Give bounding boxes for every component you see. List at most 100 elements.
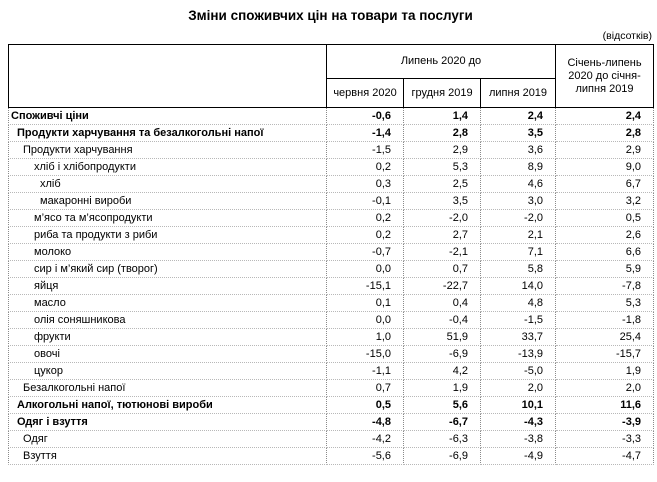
value-cell: 4,8 [479, 294, 557, 312]
value-cell: -7,8 [555, 277, 655, 295]
value-cell: -6,7 [403, 413, 481, 431]
last-column-header: Січень-липень 2020 до січня-липня 2019 [555, 44, 655, 108]
row-label: Алкогольні напої, тютюнові вироби [8, 396, 327, 414]
value-cell: -1,4 [326, 124, 404, 142]
value-cell: -22,7 [403, 277, 481, 295]
value-cell: 0,0 [326, 260, 404, 278]
row-label: овочі [8, 345, 327, 363]
value-cell: 0,5 [555, 209, 655, 227]
value-cell: 1,0 [326, 328, 404, 346]
table-row: сир і м’який сир (творог) 0,0 0,7 5,8 5,9 [8, 260, 655, 278]
table-row: фрукти 1,0 51,9 33,7 25,4 [8, 328, 655, 346]
col-header-december-2019: грудня 2019 [403, 78, 481, 108]
value-cell: -4,2 [326, 430, 404, 448]
value-cell: 8,9 [479, 158, 557, 176]
value-cell: -6,9 [403, 345, 481, 363]
value-cell: -6,9 [403, 447, 481, 465]
row-label: цукор [8, 362, 327, 380]
value-cell: 2,4 [479, 107, 557, 125]
row-label: олія соняшникова [8, 311, 327, 329]
row-label: фрукти [8, 328, 327, 346]
table-row: хліб 0,3 2,5 4,6 6,7 [8, 175, 655, 193]
row-label: макаронні вироби [8, 192, 327, 210]
value-cell: 2,1 [479, 226, 557, 244]
value-cell: -4,3 [479, 413, 557, 431]
row-label: яйця [8, 277, 327, 295]
table-row: Споживчі ціни -0,6 1,4 2,4 2,4 [8, 107, 655, 125]
row-label: хліб [8, 175, 327, 193]
value-cell: -2,1 [403, 243, 481, 261]
col-header-july-2019: липня 2019 [479, 78, 557, 108]
value-cell: 5,8 [479, 260, 557, 278]
table-row: яйця -15,1 -22,7 14,0 -7,8 [8, 277, 655, 295]
value-cell: 0,2 [326, 226, 404, 244]
value-cell: 0,2 [326, 158, 404, 176]
table-row: масло 0,1 0,4 4,8 5,3 [8, 294, 655, 312]
col-group-header: Липень 2020 до [325, 44, 557, 79]
value-cell: 0,0 [326, 311, 404, 329]
value-cell: 7,1 [479, 243, 557, 261]
row-label: Безалкогольні напої [8, 379, 327, 397]
value-cell: -3,8 [479, 430, 557, 448]
value-cell: 2,9 [403, 141, 481, 159]
row-label: сир і м’який сир (творог) [8, 260, 327, 278]
header-group-row: Липень 2020 до Січень-липень 2020 до січ… [8, 44, 655, 108]
value-cell: 2,8 [403, 124, 481, 142]
row-label: Продукти харчування та безалкогольні нап… [8, 124, 327, 142]
value-cell: 3,2 [555, 192, 655, 210]
value-cell: -0,6 [326, 107, 404, 125]
value-cell: 5,9 [555, 260, 655, 278]
value-cell: 4,2 [403, 362, 481, 380]
consumer-price-table: Липень 2020 до Січень-липень 2020 до січ… [8, 44, 655, 465]
label-column-header [8, 44, 327, 108]
value-cell: 3,5 [403, 192, 481, 210]
table-row: Алкогольні напої, тютюнові вироби 0,5 5,6 1… [8, 396, 655, 414]
value-cell: 0,7 [326, 379, 404, 397]
header-sub-row: червня 2020 грудня 2019 липня 2019 [9, 78, 654, 108]
value-cell: -3,9 [555, 413, 655, 431]
value-cell: 0,3 [326, 175, 404, 193]
col-header-june-2020: червня 2020 [326, 78, 404, 108]
value-cell: 3,6 [479, 141, 557, 159]
table-row: Продукти харчування -1,5 2,9 3,6 2,9 [8, 141, 655, 159]
value-cell: -0,1 [326, 192, 404, 210]
value-cell: -2,0 [479, 209, 557, 227]
value-cell: -3,3 [555, 430, 655, 448]
value-cell: 2,8 [555, 124, 655, 142]
table-row: хліб і хлібопродукти 0,2 5,3 8,9 9,0 [8, 158, 655, 176]
value-cell: 2,4 [555, 107, 655, 125]
value-cell: 3,0 [479, 192, 557, 210]
value-cell: -4,7 [555, 447, 655, 465]
unit-note: (відсотків) [602, 30, 652, 42]
table-row: Одяг -4,2 -6,3 -3,8 -3,3 [8, 430, 655, 448]
value-cell: -13,9 [479, 345, 557, 363]
value-cell: 5,3 [403, 158, 481, 176]
value-cell: 3,5 [479, 124, 557, 142]
table-row: Взуття -5,6 -6,9 -4,9 -4,7 [8, 447, 655, 465]
value-cell: 10,1 [479, 396, 557, 414]
value-cell: -4,9 [479, 447, 557, 465]
value-cell: 0,2 [326, 209, 404, 227]
row-label: молоко [8, 243, 327, 261]
row-label: Споживчі ціни [8, 107, 327, 125]
value-cell: -1,1 [326, 362, 404, 380]
value-cell: 33,7 [479, 328, 557, 346]
table-row: риба та продукти з риби 0,2 2,7 2,1 2,6 [8, 226, 655, 244]
value-cell: -15,0 [326, 345, 404, 363]
table-row: молоко -0,7 -2,1 7,1 6,6 [8, 243, 655, 261]
value-cell: 0,1 [326, 294, 404, 312]
value-cell: 11,6 [555, 396, 655, 414]
table-row: Безалкогольні напої 0,7 1,9 2,0 2,0 [8, 379, 655, 397]
table-header: Липень 2020 до Січень-липень 2020 до січ… [8, 44, 655, 108]
table-row: м’ясо та м’ясопродукти 0,2 -2,0 -2,0 0,5 [8, 209, 655, 227]
row-label: хліб і хлібопродукти [8, 158, 327, 176]
value-cell: 4,6 [479, 175, 557, 193]
value-cell: -15,1 [326, 277, 404, 295]
value-cell: -0,7 [326, 243, 404, 261]
table-row: олія соняшникова 0,0 -0,4 -1,5 -1,8 [8, 311, 655, 329]
row-label: масло [8, 294, 327, 312]
value-cell: -15,7 [555, 345, 655, 363]
value-cell: 25,4 [555, 328, 655, 346]
value-cell: 51,9 [403, 328, 481, 346]
value-cell: 1,9 [555, 362, 655, 380]
